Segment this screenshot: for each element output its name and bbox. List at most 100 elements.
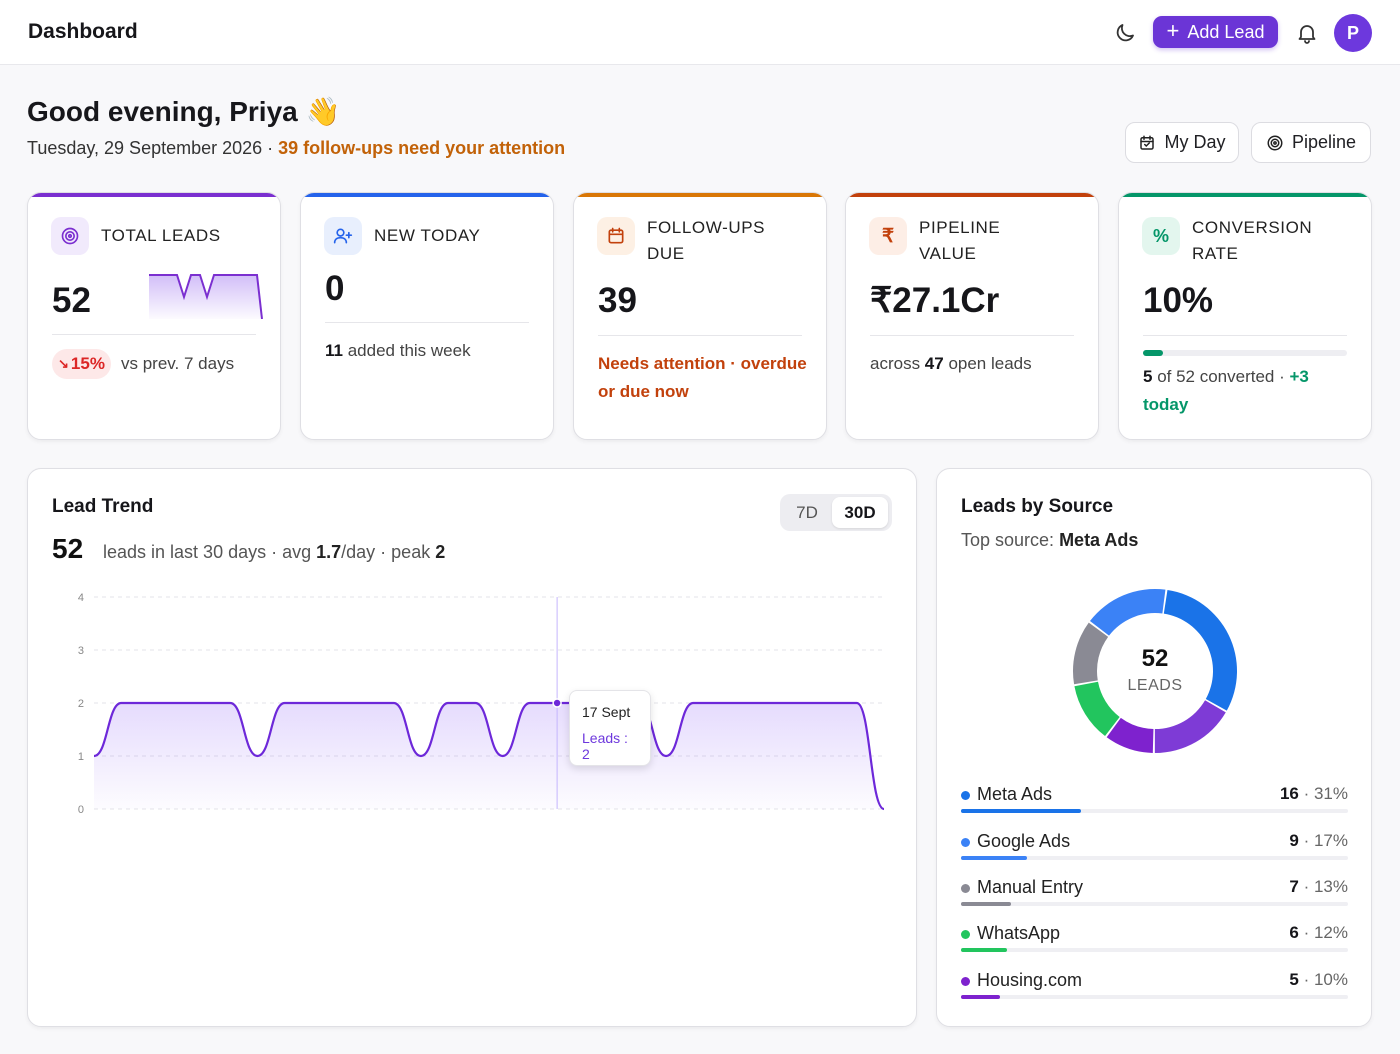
my-day-label: My Day [1164,132,1226,152]
source-color-dot [961,930,970,939]
x-tick-label: 26 Sept [783,818,821,819]
source-count: 16 [1279,784,1299,803]
percent-icon: % [1142,217,1180,255]
source-row[interactable]: Manual Entry 7 · 13% [961,872,1348,912]
new-today-card[interactable]: NEW TODAY 0 11 added this week [300,192,554,440]
current-date: Tuesday, 29 September 2026 [27,138,263,158]
source-row[interactable]: Google Ads 9 · 17% [961,826,1348,866]
source-stat: 6 · 12% [1289,923,1348,942]
my-day-button[interactable]: My Day [1125,122,1239,163]
add-lead-button[interactable]: + Add Lead [1153,16,1278,48]
calendar-icon [597,217,635,255]
add-lead-label: Add Lead [1187,21,1265,42]
chart-tooltip: 17 Sept Leads : 2 [569,690,651,766]
x-tick-label: 29 Sept [865,818,903,819]
card-divider [598,335,802,336]
card-label-line-1: CONVERSION [1192,218,1313,237]
tooltip-value: Leads : 2 [582,730,628,762]
card-value: 39 [598,281,637,320]
donut-slice [1163,589,1237,711]
source-row[interactable]: WhatsApp 6 · 12% [961,918,1348,958]
app-title: Dashboard [28,20,138,43]
card-divider [870,335,1074,336]
source-bar-track [961,995,1348,999]
source-bar-fill [961,856,1027,860]
foot-text: added this week [347,341,471,360]
source-stat: 7 · 13% [1289,877,1348,896]
greeting: Good evening, Priya 👋 [27,95,340,128]
panel-title: Leads by Source [961,496,1114,517]
donut-total: 52 [1141,645,1169,672]
leads-by-source-panel: Leads by Source Top source: Meta Ads 52 … [936,468,1372,1027]
card-label-line-1: FOLLOW-UPS [647,218,766,237]
target-icon [1267,135,1283,150]
card-label: PIPELINE VALUE [919,215,1000,267]
trend-avg: 1.7 [316,542,342,562]
total-leads-card[interactable]: TOTAL LEADS 52 ↘ 15% vs prev. 7 days [27,192,281,440]
followup-alert[interactable]: 39 follow-ups need your attention [278,138,566,158]
change-suffix: vs prev. 7 days [121,354,235,373]
card-foot: 5 of 52 converted · +3 today [1143,363,1355,419]
source-bar-track [961,856,1348,860]
top-source-name: Meta Ads [1059,530,1139,550]
x-tick-label: 23 Sept [702,818,740,819]
panel-title: Lead Trend [52,496,154,517]
source-count: 9 [1289,831,1299,850]
conversion-card[interactable]: % CONVERSION RATE 10% 5 of 52 converted ·… [1118,192,1372,440]
source-color-dot [961,791,970,800]
donut-slice [1073,622,1109,685]
source-pct: 12% [1313,923,1348,942]
card-label-line-2: DUE [647,244,685,263]
lead-trend-panel: Lead Trend 52 leads in last 30 days · av… [27,468,917,1027]
foot-pre: across [870,354,925,373]
pipeline-value-card[interactable]: ₹ PIPELINE VALUE ₹27.1Cr across 47 open l… [845,192,1099,440]
trend-sub-pre: leads in last 30 days · avg [103,542,317,562]
top-source-label: Top source: [961,530,1060,550]
card-value: 52 [52,281,91,320]
card-label: TOTAL LEADS [101,226,221,245]
source-count: 5 [1289,970,1299,989]
range-7d[interactable]: 7D [796,502,818,522]
y-tick-label: 2 [78,698,84,710]
greeting-text: Good evening, Priya [27,96,298,127]
trend-summary: leads in last 30 days · avg 1.7/day · pe… [103,542,445,563]
range-toggle: 7D 30D [780,494,892,531]
source-color-dot [961,884,970,893]
y-tick-label: 4 [78,592,84,604]
source-stat: 16 · 31% [1279,784,1348,803]
card-accent [28,193,280,197]
x-tick-label: 11 Sept [375,818,412,819]
donut-slice [1074,681,1120,737]
avatar[interactable]: P [1334,14,1372,52]
top-source-line: Top source: Meta Ads [961,530,1138,551]
followups-card[interactable]: FOLLOW-UPS DUE 39 Needs attention · overd… [573,192,827,440]
source-name: WhatsApp [977,923,1061,943]
source-color-dot [961,977,970,986]
lead-trend-chart[interactable]: 0 1 2 3 4 2 Sept 5 Sept 8 Sept 11 Sept 14 Sept 17 … [28,569,916,819]
card-divider [52,334,256,335]
source-pct: 10% [1313,970,1348,989]
target-icon [51,217,89,255]
source-row[interactable]: Housing.com 5 · 10% [961,965,1348,1005]
source-donut-chart[interactable] [1071,587,1239,755]
bell-icon[interactable] [1295,21,1319,45]
foot-number: 11 [325,341,343,360]
moon-icon[interactable] [1113,21,1137,45]
x-tick-label: 5 Sept [214,818,246,819]
source-row[interactable]: Meta Ads 16 · 31% [961,779,1348,819]
source-pct: 13% [1313,877,1348,896]
source-count: 6 [1289,923,1299,942]
source-bar-fill [961,902,1012,906]
conversion-progress [1143,350,1347,356]
change-value: 15% [70,354,105,373]
source-pct: 17% [1313,831,1348,850]
donut-slice [1154,700,1226,753]
pipeline-label: Pipeline [1291,132,1357,152]
range-30d[interactable]: 30D [832,497,888,528]
card-accent [846,193,1098,197]
card-value: 0 [325,269,345,308]
plus-icon: + [1166,18,1180,43]
card-foot: Needs attention · overdue or due now [598,354,807,401]
source-bar-fill [961,948,1008,952]
pipeline-button[interactable]: Pipeline [1251,122,1371,163]
